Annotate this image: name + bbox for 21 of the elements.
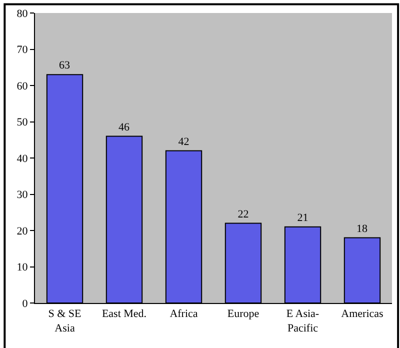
data-label: 42 xyxy=(178,136,190,148)
y-tick-label: 40 xyxy=(16,152,28,165)
x-tick-label: Africa xyxy=(170,308,198,320)
y-tick-label: 10 xyxy=(16,262,28,274)
data-label: 18 xyxy=(356,222,368,235)
x-tick-label: S & SE Asia xyxy=(48,308,82,334)
data-label: 63 xyxy=(59,60,70,72)
y-tick-label: 60 xyxy=(16,80,28,92)
y-tick-label: 30 xyxy=(16,189,28,202)
y-tick-label: 20 xyxy=(16,225,28,238)
y-tick-label: 70 xyxy=(16,44,28,56)
x-tick-label: Americas xyxy=(341,308,384,320)
y-tick-label: 80 xyxy=(16,8,28,20)
data-label: 46 xyxy=(118,121,130,134)
y-tick-label: 50 xyxy=(16,116,28,129)
x-tick-label: E Asia- Pacific xyxy=(286,308,320,334)
data-label: 22 xyxy=(238,208,249,220)
x-tick-label: East Med. xyxy=(102,308,147,320)
data-label: 21 xyxy=(297,212,308,224)
x-tick-label: Europe xyxy=(227,308,260,320)
y-tick-label: 0 xyxy=(22,298,28,310)
